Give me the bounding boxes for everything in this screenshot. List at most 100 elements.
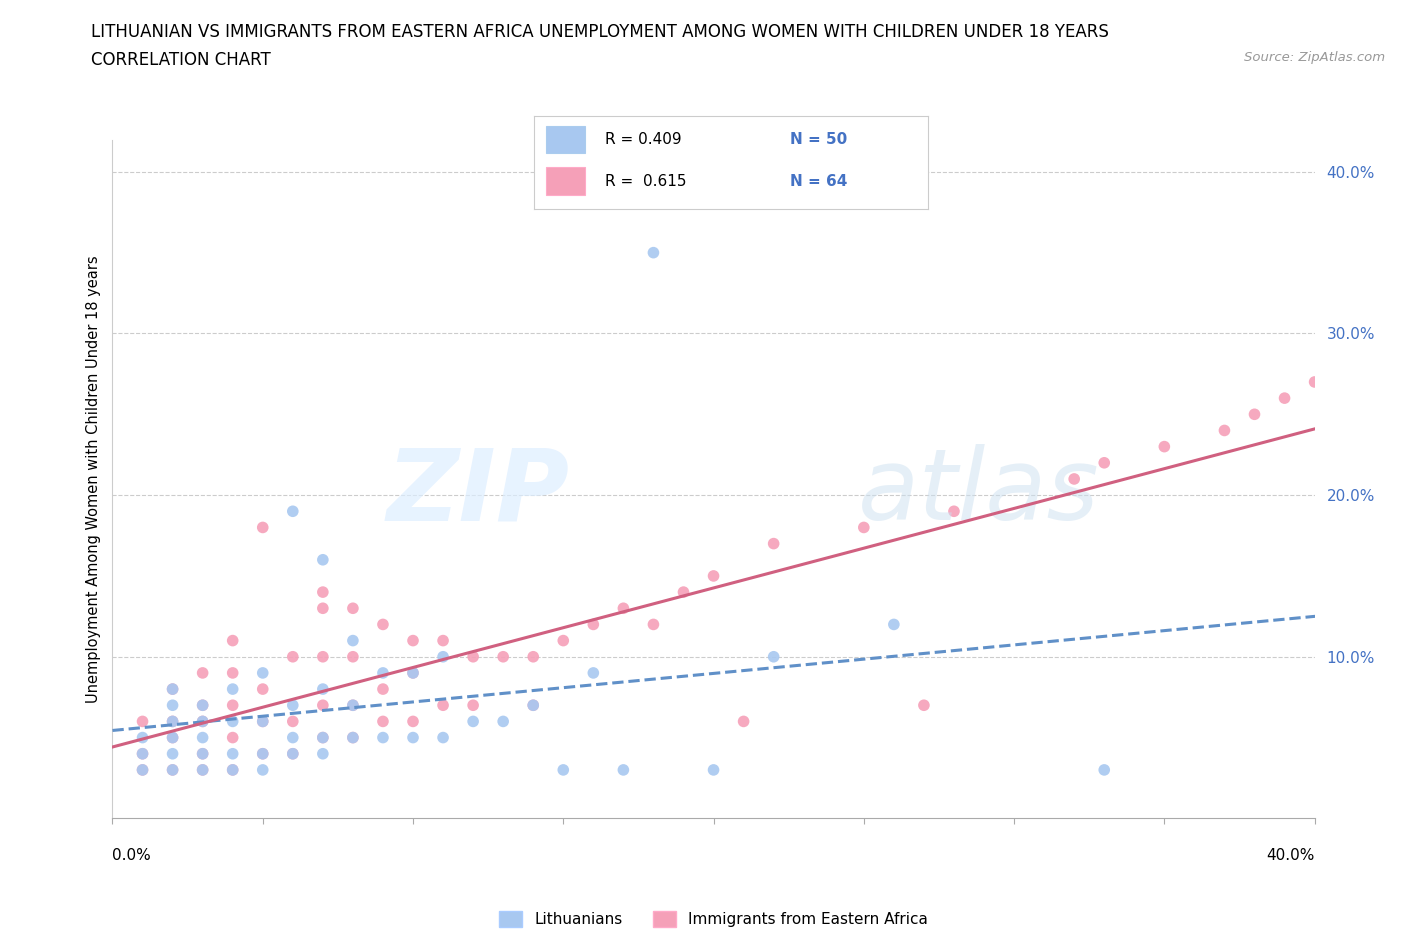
Point — [342, 649, 364, 664]
Point — [252, 520, 274, 535]
Point — [191, 763, 214, 777]
Point — [342, 698, 364, 712]
Point — [131, 763, 153, 777]
Point — [1092, 763, 1115, 777]
Point — [432, 633, 454, 648]
Point — [162, 730, 184, 745]
Point — [281, 649, 304, 664]
Point — [492, 714, 515, 729]
Point — [162, 682, 184, 697]
Point — [672, 585, 695, 600]
Point — [1153, 439, 1175, 454]
Point — [402, 666, 425, 681]
Point — [432, 730, 454, 745]
Text: ZIP: ZIP — [387, 444, 569, 541]
Point — [281, 746, 304, 761]
FancyBboxPatch shape — [546, 126, 585, 153]
Point — [162, 763, 184, 777]
Point — [312, 730, 335, 745]
Point — [252, 746, 274, 761]
Text: R = 0.409: R = 0.409 — [605, 132, 682, 147]
Point — [281, 698, 304, 712]
Point — [371, 617, 394, 631]
Point — [191, 714, 214, 729]
Point — [222, 633, 245, 648]
Point — [191, 698, 214, 712]
Point — [582, 666, 605, 681]
Text: LITHUANIAN VS IMMIGRANTS FROM EASTERN AFRICA UNEMPLOYMENT AMONG WOMEN WITH CHILD: LITHUANIAN VS IMMIGRANTS FROM EASTERN AF… — [91, 23, 1109, 41]
Point — [191, 746, 214, 761]
Point — [252, 714, 274, 729]
Point — [402, 666, 425, 681]
Point — [371, 714, 394, 729]
Point — [312, 698, 335, 712]
Point — [281, 504, 304, 519]
Point — [312, 601, 335, 616]
Point — [191, 698, 214, 712]
Point — [612, 763, 634, 777]
Point — [252, 682, 274, 697]
Point — [312, 682, 335, 697]
Point — [131, 746, 153, 761]
Point — [222, 666, 245, 681]
Point — [461, 714, 484, 729]
Point — [312, 585, 335, 600]
Point — [191, 746, 214, 761]
Point — [643, 617, 665, 631]
Point — [942, 504, 965, 519]
Point — [342, 601, 364, 616]
Point — [312, 746, 335, 761]
Point — [1243, 406, 1265, 421]
Point — [162, 714, 184, 729]
Point — [191, 714, 214, 729]
Point — [1213, 423, 1236, 438]
Point — [312, 552, 335, 567]
Point — [1274, 391, 1296, 405]
Point — [162, 698, 184, 712]
Point — [643, 246, 665, 260]
Point — [312, 730, 335, 745]
Point — [371, 666, 394, 681]
Point — [222, 763, 245, 777]
Point — [252, 763, 274, 777]
Point — [522, 649, 544, 664]
Text: 40.0%: 40.0% — [1267, 848, 1315, 863]
Point — [461, 698, 484, 712]
Point — [222, 746, 245, 761]
Text: CORRELATION CHART: CORRELATION CHART — [91, 51, 271, 69]
Text: Source: ZipAtlas.com: Source: ZipAtlas.com — [1244, 51, 1385, 64]
Point — [342, 698, 364, 712]
Point — [883, 617, 905, 631]
Point — [252, 666, 274, 681]
Point — [762, 537, 785, 551]
Point — [553, 633, 575, 648]
Y-axis label: Unemployment Among Women with Children Under 18 years: Unemployment Among Women with Children U… — [86, 255, 101, 703]
Point — [612, 601, 634, 616]
Point — [912, 698, 935, 712]
Point — [702, 763, 725, 777]
Point — [252, 714, 274, 729]
Point — [162, 714, 184, 729]
Point — [281, 714, 304, 729]
Point — [461, 649, 484, 664]
Point — [131, 730, 153, 745]
Point — [402, 633, 425, 648]
Point — [432, 698, 454, 712]
Point — [162, 682, 184, 697]
Point — [402, 730, 425, 745]
Point — [1303, 375, 1326, 390]
Point — [222, 714, 245, 729]
Point — [733, 714, 755, 729]
Point — [162, 763, 184, 777]
Point — [222, 698, 245, 712]
Point — [371, 682, 394, 697]
Point — [702, 568, 725, 583]
Text: N = 50: N = 50 — [790, 132, 848, 147]
Point — [191, 763, 214, 777]
Point — [222, 730, 245, 745]
Point — [131, 763, 153, 777]
Point — [553, 763, 575, 777]
Point — [131, 714, 153, 729]
Point — [492, 649, 515, 664]
Text: R =  0.615: R = 0.615 — [605, 174, 686, 189]
